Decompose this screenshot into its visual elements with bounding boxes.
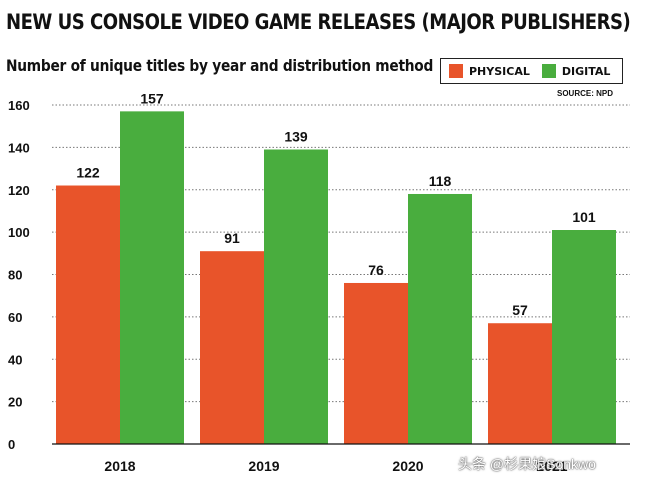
data-label-physical-2018: 122 [76,165,100,181]
y-tick-label-120: 120 [8,183,30,198]
data-label-digital-2019: 139 [284,128,308,144]
bar-physical-2018 [56,186,120,444]
y-tick-label-0: 0 [8,437,15,452]
bar-physical-2020 [344,283,408,444]
data-label-digital-2018: 157 [140,90,164,106]
y-tick-label-60: 60 [8,310,22,325]
data-label-digital-2020: 118 [429,173,452,189]
x-tick-label-2018: 2018 [104,458,135,474]
data-label-physical-2021: 57 [512,302,528,318]
data-label-physical-2019: 91 [224,230,240,246]
data-label-digital-2021: 101 [572,209,596,225]
watermark: 头条 @杉果娘Sonkwo [458,454,596,474]
bar-digital-2020 [408,194,472,444]
bar-physical-2021 [488,323,552,444]
y-tick-label-160: 160 [8,98,30,113]
data-label-physical-2020: 76 [368,262,384,278]
y-tick-label-80: 80 [8,268,22,283]
bar-digital-2018 [120,111,184,444]
y-tick-label-20: 20 [8,395,22,410]
bar-digital-2021 [552,230,616,444]
bar-chart: 0 20 40 60 80 100 120 140 160 122 157 2018 91 139 2019… [0,0,645,483]
y-tick-label-40: 40 [8,352,22,367]
bar-digital-2019 [264,149,328,444]
y-tick-label-140: 140 [8,140,30,155]
x-tick-label-2020: 2020 [392,458,423,474]
y-tick-label-100: 100 [8,225,30,240]
x-tick-label-2019: 2019 [248,458,279,474]
bar-physical-2019 [200,251,264,444]
